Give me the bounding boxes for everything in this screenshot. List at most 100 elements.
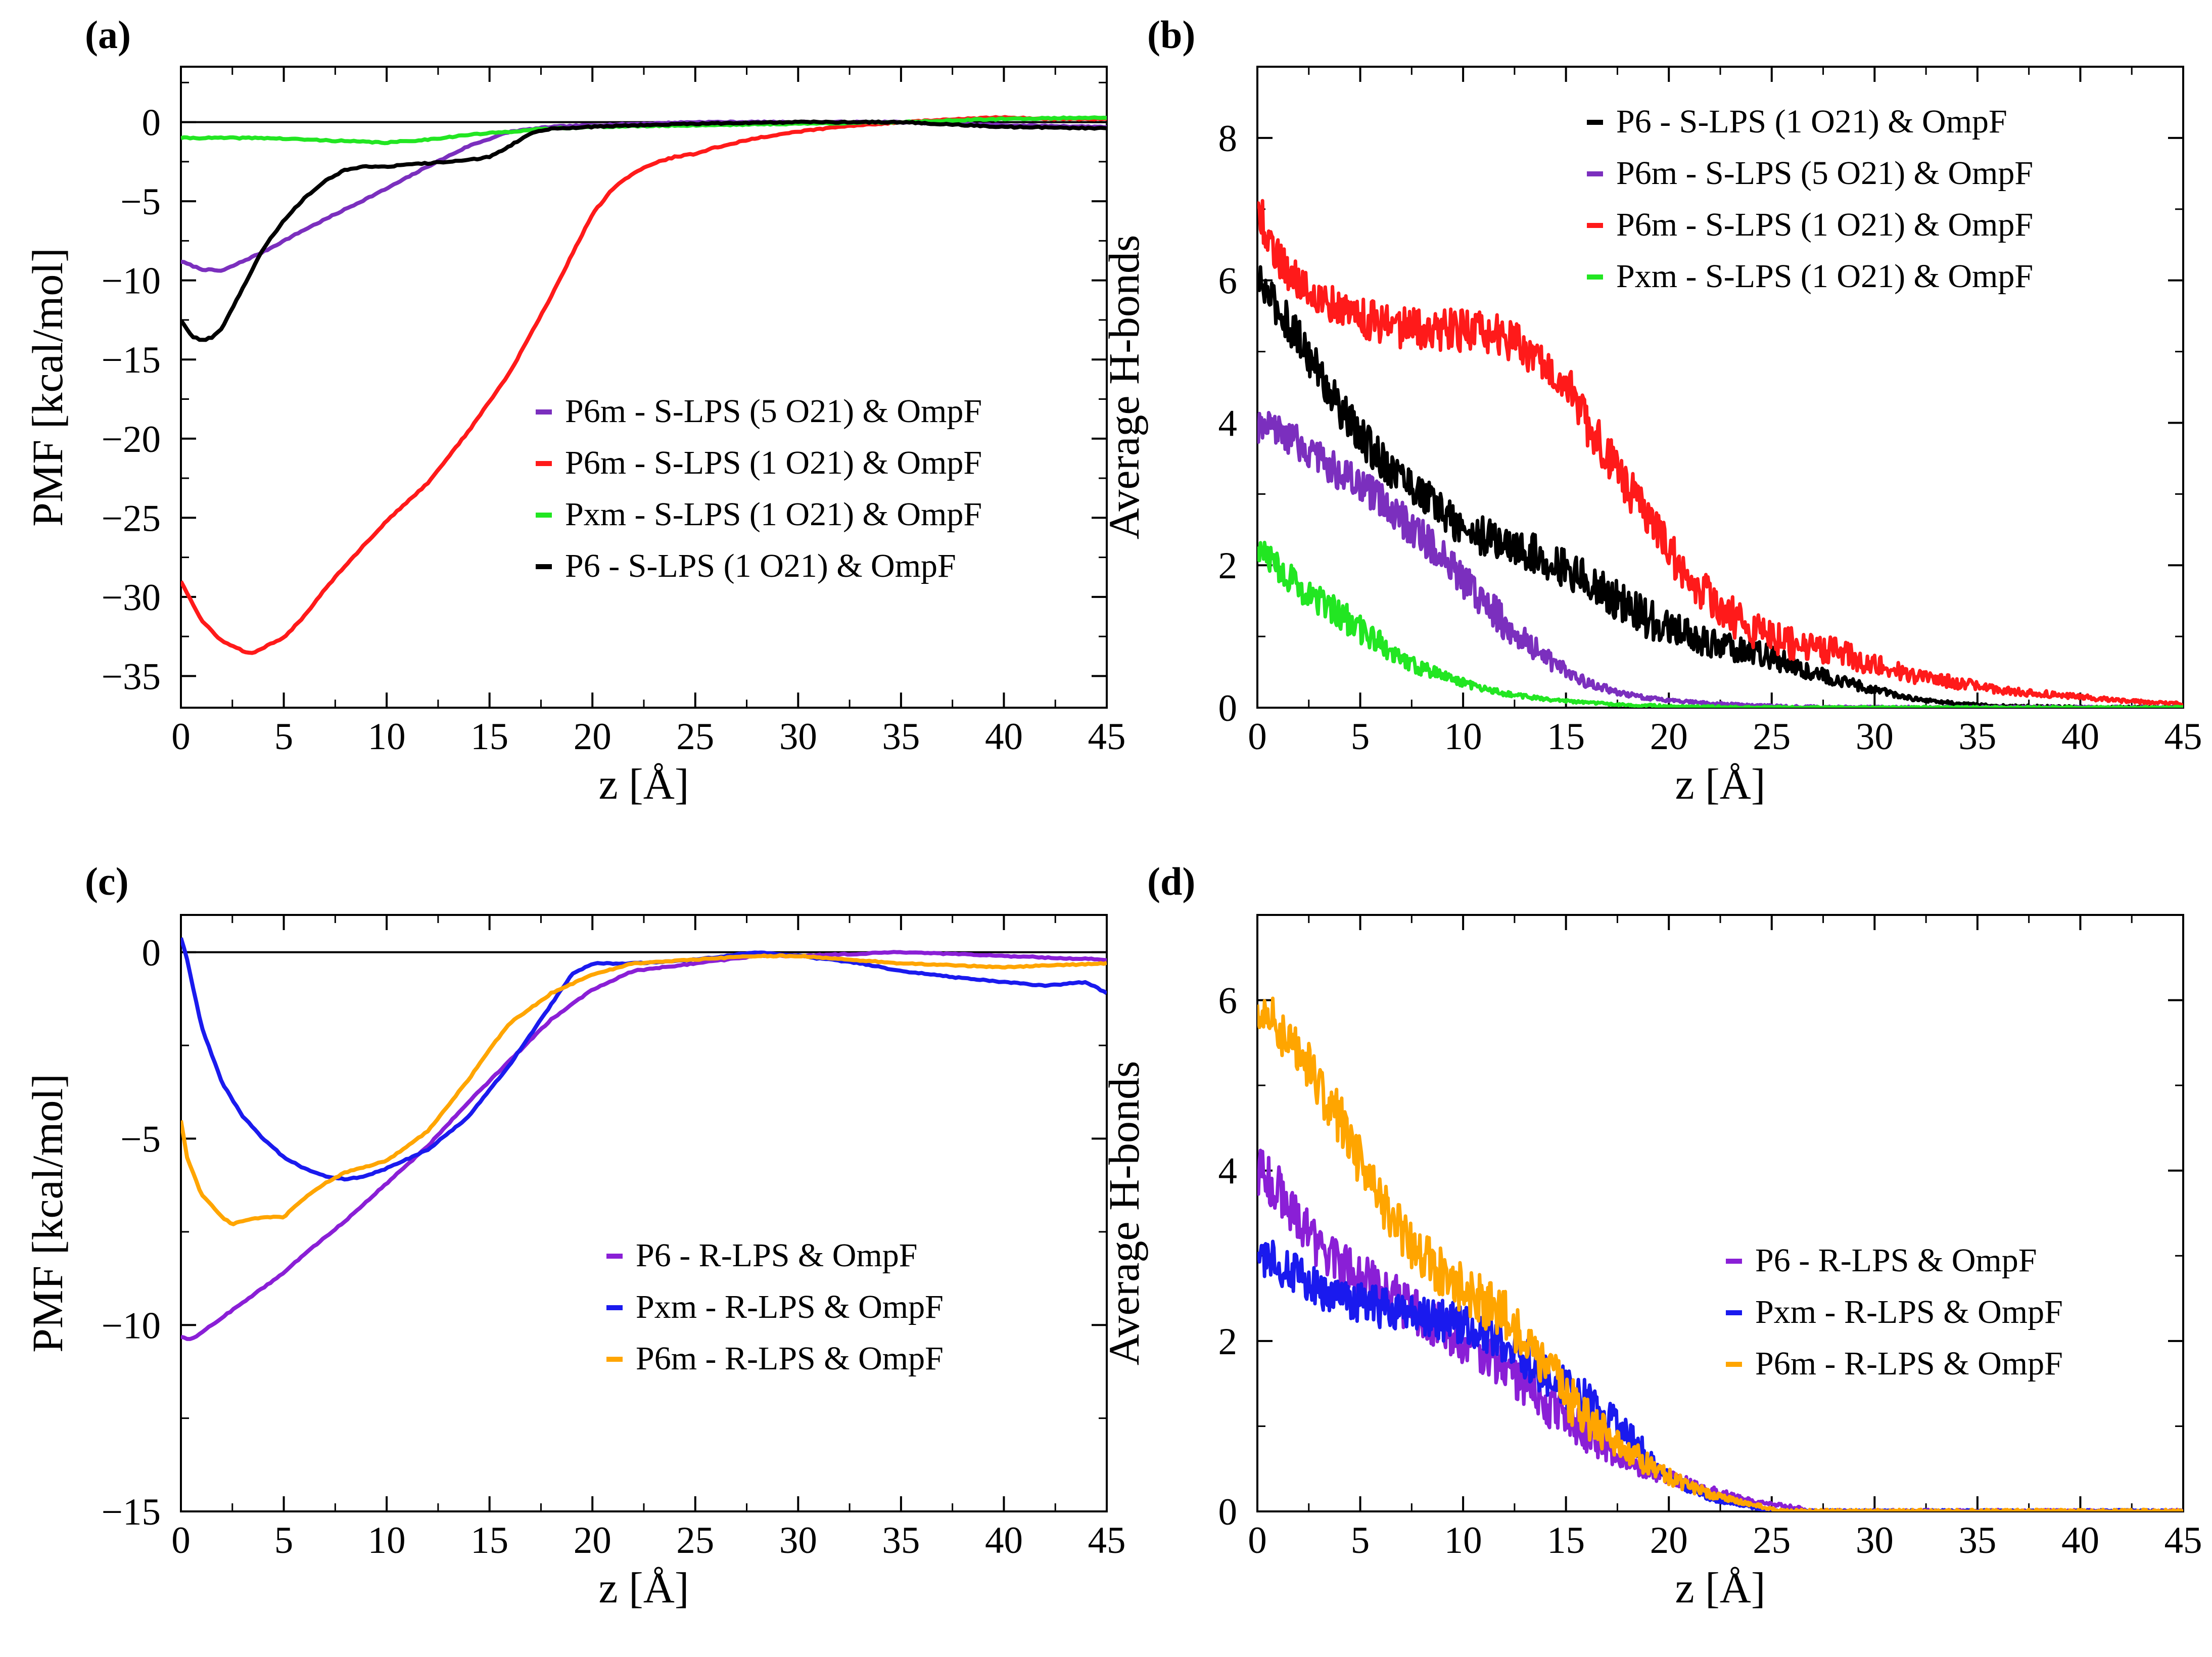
x-tick-label: 0: [1248, 1520, 1267, 1561]
series-line-1: [1257, 1148, 2183, 1511]
x-tick-label: 45: [1088, 1520, 1126, 1561]
legend-entry: P6m - R-LPS & OmpF: [636, 1340, 944, 1377]
chart-panel-d: 0 5 10 15 20 25 30 35 40 45 0 2 4 6 z [Å] Average H-bon…: [1100, 859, 2202, 1612]
series-line-1: [181, 119, 1107, 273]
y-tick-label: 8: [1218, 118, 1238, 160]
series-line-2: [1257, 410, 2183, 708]
x-tick-label: 0: [171, 1520, 191, 1561]
legend-entry: P6m - R-LPS & OmpF: [1755, 1345, 2063, 1382]
x-axis-label: z [Å]: [598, 1563, 689, 1612]
series-line-1: [181, 950, 1107, 1341]
chart-panel-b: 0 5 10 15 20 25 30 35 40 45 0 2 4 6 8 z [Å] Average H-bo…: [1100, 13, 2202, 808]
y-tick-label: −5: [120, 1119, 161, 1161]
x-tick-label: 20: [1650, 1520, 1688, 1561]
legend-entry: P6 - R-LPS & OmpF: [636, 1237, 917, 1274]
x-tick-label: 0: [171, 716, 191, 758]
panel-label: (a): [85, 13, 131, 57]
x-tick-label: 10: [368, 716, 406, 758]
series-line-4: [1257, 540, 2183, 708]
y-tick-label: 6: [1218, 260, 1238, 302]
x-tick-label: 15: [470, 1520, 508, 1561]
series-line-3: [1257, 199, 2183, 707]
legend-entry: P6 - R-LPS & OmpF: [1755, 1242, 2037, 1279]
x-tick-label: 25: [1753, 1520, 1791, 1561]
y-tick-label: 0: [1218, 1491, 1238, 1533]
x-tick-label: 35: [882, 716, 920, 758]
x-tick-label: 30: [1856, 1520, 1894, 1561]
y-tick-label: −15: [102, 339, 161, 381]
panel-label: (c): [85, 859, 129, 903]
y-tick-label: −25: [102, 497, 161, 539]
x-tick-label: 35: [1958, 716, 1996, 758]
legend-entry: Pxm - S-LPS (1 O21) & OmpF: [1616, 258, 2033, 295]
y-tick-label: 4: [1218, 1150, 1238, 1192]
legend-entry: Pxm - R-LPS & OmpF: [636, 1288, 944, 1325]
series-line-1: [1257, 265, 2183, 708]
x-tick-label: 10: [368, 1520, 406, 1561]
y-tick-label: −20: [102, 419, 161, 461]
y-tick-label: 2: [1218, 1321, 1238, 1363]
legend-entry: Pxm - R-LPS & OmpF: [1755, 1294, 2063, 1330]
panel-label: (d): [1147, 859, 1195, 903]
legend-entry: P6m - S-LPS (5 O21) & OmpF: [1616, 155, 2033, 192]
y-tick-label: 0: [142, 932, 161, 974]
series-line-4: [181, 119, 1107, 342]
y-tick-label: 0: [1218, 687, 1238, 729]
x-tick-label: 10: [1444, 1520, 1482, 1561]
plot-frame: [1256, 914, 2184, 1512]
panel-label: (b): [1147, 13, 1195, 57]
chart-panel-a: 0 5 10 15 20 25 30 35 40 45 −35 −30 −25 −20 −15 −10 −5 0 z…: [23, 13, 1126, 808]
x-tick-label: 20: [1650, 716, 1688, 758]
series-line-2: [181, 937, 1107, 1182]
y-axis-label: Average H-bonds: [1100, 1061, 1148, 1366]
x-tick-label: 30: [1856, 716, 1894, 758]
legend-entry: P6 - S-LPS (1 O21) & OmpF: [565, 547, 956, 584]
x-tick-label: 15: [470, 716, 508, 758]
y-tick-label: 2: [1218, 545, 1238, 587]
x-tick-label: 20: [574, 716, 611, 758]
legend-entry: P6 - S-LPS (1 O21) & OmpF: [1616, 103, 2007, 140]
x-tick-label: 40: [2061, 716, 2099, 758]
x-tick-label: 25: [676, 716, 714, 758]
x-tick-label: 25: [1753, 716, 1791, 758]
x-tick-label: 45: [2164, 1520, 2202, 1561]
legend-entry: P6m - S-LPS (5 O21) & OmpF: [565, 393, 982, 430]
y-tick-label: 6: [1218, 980, 1238, 1022]
legend-entry: Pxm - S-LPS (1 O21) & OmpF: [565, 496, 982, 533]
y-tick-label: −10: [102, 1305, 161, 1347]
x-tick-label: 15: [1547, 1520, 1585, 1561]
x-tick-label: 10: [1444, 716, 1482, 758]
y-tick-label: 0: [142, 102, 161, 144]
x-tick-label: 45: [1088, 716, 1126, 758]
x-tick-label: 30: [779, 1520, 817, 1561]
plot-frame: [180, 66, 1108, 709]
legend: P6 - R-LPS & OmpF Pxm - R-LPS & OmpF P6m -…: [606, 1237, 944, 1377]
y-axis-label: PMF [kcal/mol]: [23, 248, 72, 527]
legend: P6 - S-LPS (1 O21) & OmpF P6m - S-LPS (5 …: [1587, 103, 2033, 295]
series-line-2: [1257, 1239, 2183, 1511]
series-line-3: [1257, 996, 2183, 1511]
chart-panel-c: 0 5 10 15 20 25 30 35 40 45 −15 −10 −5 0 z [Å] PMF [kca…: [23, 859, 1126, 1612]
legend: P6m - S-LPS (5 O21) & OmpF P6m - S-LPS (1…: [536, 393, 982, 584]
y-tick-label: −35: [102, 656, 161, 698]
x-axis-label: z [Å]: [598, 760, 689, 808]
x-tick-label: 0: [1248, 716, 1267, 758]
legend: P6 - R-LPS & OmpF Pxm - R-LPS & OmpF P6m -…: [1726, 1242, 2063, 1382]
y-tick-label: −10: [102, 260, 161, 302]
x-tick-label: 5: [274, 1520, 294, 1561]
y-axis-label: Average H-bonds: [1100, 235, 1148, 540]
y-tick-label: −15: [102, 1491, 161, 1533]
plot-frame: [180, 914, 1108, 1512]
y-axis-label: PMF [kcal/mol]: [23, 1074, 72, 1353]
x-axis-label: z [Å]: [1675, 760, 1765, 808]
x-tick-label: 15: [1547, 716, 1585, 758]
x-tick-label: 5: [274, 716, 294, 758]
x-tick-label: 5: [1351, 716, 1370, 758]
x-tick-label: 40: [985, 716, 1023, 758]
x-tick-label: 20: [574, 1520, 611, 1561]
x-tick-label: 25: [676, 1520, 714, 1561]
x-tick-label: 35: [882, 1520, 920, 1561]
x-tick-label: 45: [2164, 716, 2202, 758]
x-tick-label: 40: [985, 1520, 1023, 1561]
